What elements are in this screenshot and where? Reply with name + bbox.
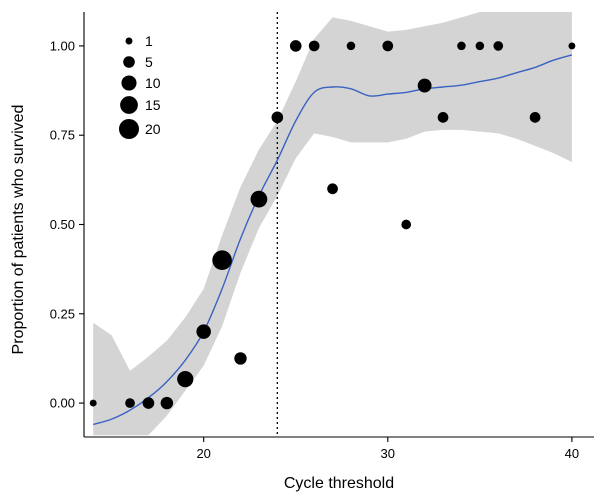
data-point <box>529 112 541 123</box>
legend-label: 1 <box>145 33 153 49</box>
data-point <box>234 352 247 365</box>
data-point <box>160 396 174 410</box>
x-tick-label: 20 <box>196 446 210 461</box>
data-point <box>437 112 449 123</box>
confidence-ribbon <box>93 12 572 436</box>
legend-label: 20 <box>145 121 161 137</box>
y-tick-label: 0.00 <box>50 396 75 411</box>
data-point <box>346 41 356 51</box>
axes-group: 20 30 40 0.00 0.25 0.50 0.75 1.00 <box>50 12 594 461</box>
data-point <box>212 250 232 271</box>
legend-key <box>125 37 133 45</box>
data-point <box>382 40 394 52</box>
data-point <box>177 371 194 388</box>
data-point <box>327 183 338 195</box>
data-point <box>142 397 155 409</box>
legend-label: 10 <box>145 75 161 91</box>
smooth-line <box>93 54 573 426</box>
y-tick-label: 0.25 <box>50 306 75 321</box>
legend-key <box>119 119 139 139</box>
data-point <box>89 399 97 407</box>
legend-key <box>120 96 138 114</box>
data-point <box>271 111 284 124</box>
x-axis-title: Cycle threshold <box>284 475 394 492</box>
legend-label: 5 <box>145 54 153 70</box>
smooth-line-group <box>93 54 573 426</box>
x-tick-label: 30 <box>381 446 395 461</box>
legend-label: 15 <box>145 97 161 113</box>
data-points-group <box>89 40 576 410</box>
data-point <box>457 41 466 51</box>
confidence-ribbon-group <box>93 12 572 436</box>
y-axis-title: Proportion of patients who survived <box>10 105 27 355</box>
data-point <box>125 398 135 408</box>
data-point <box>475 41 485 51</box>
data-point <box>308 40 320 52</box>
y-tick-label: 0.50 <box>50 217 75 232</box>
data-point <box>568 42 576 50</box>
data-point <box>417 78 432 93</box>
legend-key <box>123 56 135 68</box>
legend-key <box>121 75 137 91</box>
x-tick-label: 40 <box>565 446 579 461</box>
data-point <box>196 324 211 339</box>
data-point <box>289 40 302 52</box>
data-point <box>401 219 412 230</box>
data-point <box>493 41 504 51</box>
y-tick-label: 1.00 <box>50 38 75 53</box>
y-tick-label: 0.75 <box>50 128 75 143</box>
data-point <box>250 190 268 208</box>
